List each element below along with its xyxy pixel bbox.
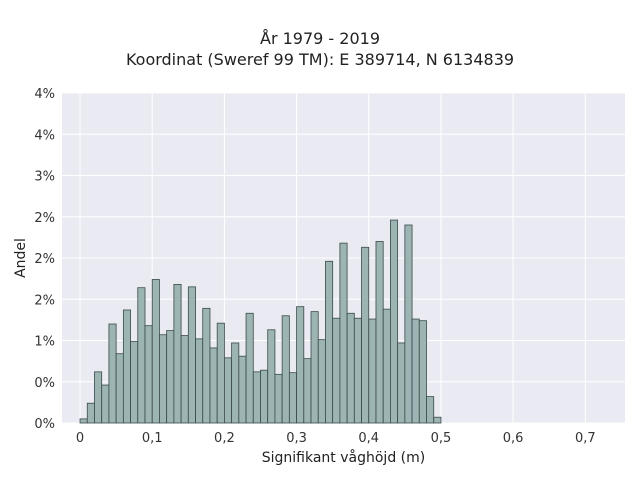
- histogram-bar: [224, 357, 233, 424]
- histogram-bar: [404, 224, 413, 424]
- histogram-bar: [195, 338, 204, 424]
- histogram-bar: [180, 335, 189, 424]
- chart-title-line-2: Koordinat (Sweref 99 TM): E 389714, N 61…: [125, 50, 515, 69]
- histogram-bar: [353, 317, 362, 424]
- grid-lines: [62, 92, 625, 424]
- histogram-bar: [325, 260, 334, 424]
- histogram-bar: [122, 309, 131, 424]
- y-tick-label: 0%: [34, 417, 55, 432]
- histogram-bar: [397, 342, 406, 424]
- histogram-bar: [86, 402, 95, 424]
- histogram-bar: [209, 347, 218, 424]
- histogram-bar: [433, 416, 442, 424]
- histogram-bar: [115, 353, 124, 424]
- histogram-bar: [390, 219, 399, 424]
- histogram-bar: [361, 246, 370, 424]
- histogram-bar: [260, 369, 269, 424]
- x-axis-label: Signifikant våghöjd (m): [262, 449, 425, 466]
- histogram-bar: [159, 334, 168, 424]
- x-tick-label: 0,7: [575, 431, 596, 446]
- histogram-bar: [411, 318, 420, 424]
- y-tick-label: 4%: [34, 128, 55, 143]
- histogram-bar: [382, 308, 391, 424]
- x-tick-label: 0: [76, 431, 84, 446]
- histogram-bar: [281, 315, 290, 424]
- histogram-bar: [317, 339, 326, 424]
- y-axis-label: Andel: [13, 238, 29, 278]
- histogram-bar: [137, 287, 146, 424]
- y-tick-label: 4%: [34, 87, 55, 102]
- histogram-bar: [332, 317, 341, 424]
- histogram-bar: [108, 323, 117, 424]
- histogram-bar: [339, 242, 348, 424]
- x-tick-label: 0,5: [431, 431, 452, 446]
- y-tick-label: 2%: [34, 211, 55, 226]
- x-tick-label: 0,4: [358, 431, 379, 446]
- histogram-bar: [245, 312, 254, 424]
- chart-title-line-1: År 1979 - 2019: [260, 29, 380, 48]
- histogram-bar: [187, 286, 196, 424]
- histogram-bar: [274, 373, 283, 424]
- x-tick-label: 0,1: [142, 431, 163, 446]
- x-tick-label: 0,6: [503, 431, 524, 446]
- y-tick-label: 3%: [34, 170, 55, 185]
- histogram-bar: [166, 330, 175, 424]
- histogram-bar: [79, 418, 88, 424]
- y-tick-label: 2%: [34, 252, 55, 267]
- histogram-bar: [267, 329, 276, 424]
- histogram-bar: [202, 307, 211, 424]
- histogram-bar: [310, 311, 319, 424]
- histogram-bar: [94, 371, 103, 424]
- x-tick-labels: 0 0,1 0,2 0,3 0,4 0,5 0,6 0,7: [76, 431, 596, 446]
- x-tick-label: 0,3: [286, 431, 307, 446]
- histogram-bar: [252, 371, 261, 424]
- histogram-bar: [368, 318, 377, 424]
- histogram-bar: [296, 306, 305, 424]
- y-tick-label: 1%: [34, 335, 55, 350]
- histogram-bar: [231, 342, 240, 424]
- y-tick-labels: 0% 0% 1% 2% 2% 2% 3% 4% 4%: [34, 87, 55, 432]
- histogram-bar: [173, 283, 182, 424]
- histogram-bar: [130, 340, 139, 424]
- histogram-bar: [288, 372, 297, 424]
- histogram-bar: [418, 320, 427, 424]
- histogram-bar: [101, 384, 110, 424]
- histogram-bar: [151, 279, 160, 424]
- x-tick-label: 0,2: [214, 431, 235, 446]
- chart-title: År 1979 - 2019 Koordinat (Sweref 99 TM):…: [0, 28, 640, 70]
- histogram-bar: [144, 325, 153, 424]
- histogram-bar: [346, 312, 355, 424]
- y-tick-label: 0%: [34, 376, 55, 391]
- histogram-bar: [426, 396, 435, 424]
- histogram-bar: [375, 241, 384, 424]
- histogram-bar: [216, 322, 225, 424]
- y-tick-label: 2%: [34, 293, 55, 308]
- histogram-bars: [79, 219, 442, 424]
- histogram-bar: [303, 358, 312, 424]
- histogram-bar: [238, 355, 247, 424]
